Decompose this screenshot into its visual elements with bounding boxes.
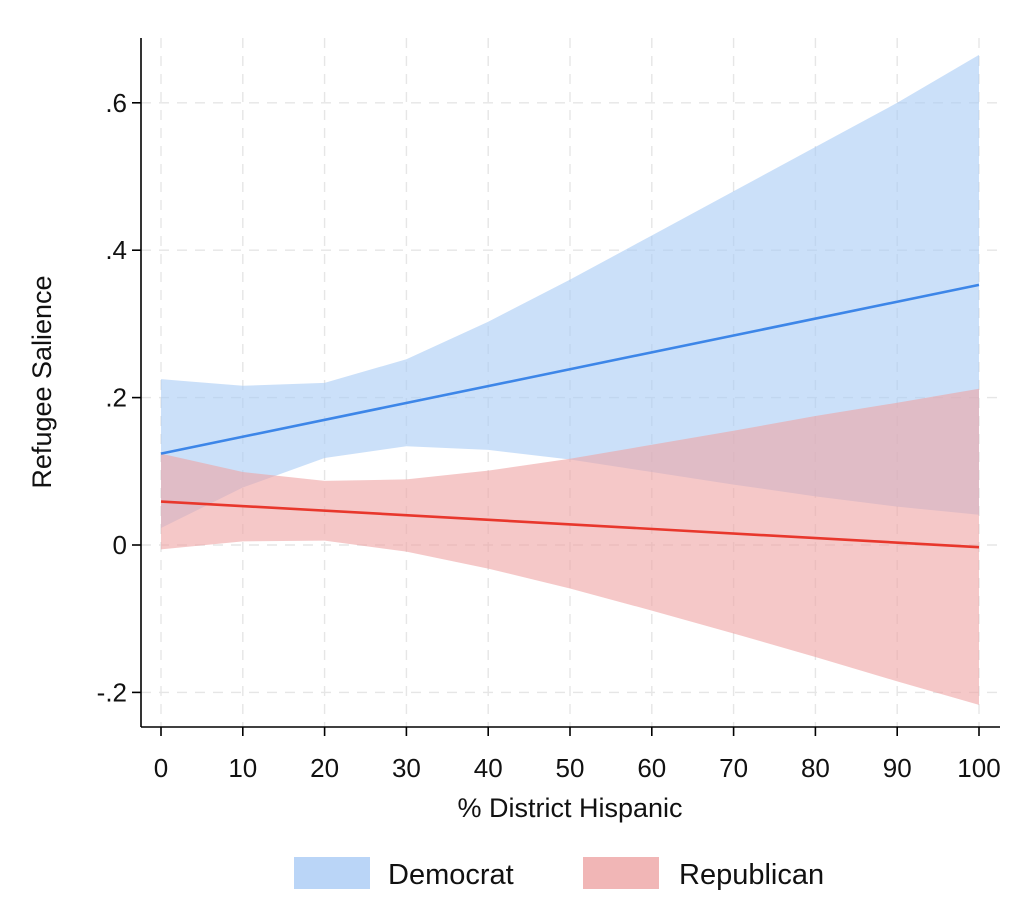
fit-line-republican	[160, 500, 980, 549]
x-axis-title: % District Hispanic	[457, 793, 682, 823]
x-tick-label: 40	[474, 753, 503, 783]
y-tick-label: -.2	[97, 677, 127, 707]
x-tick-label: 80	[801, 753, 830, 783]
x-tick-label: 90	[883, 753, 912, 783]
y-tick-label: .4	[105, 235, 127, 265]
x-tick-label: 30	[392, 753, 421, 783]
x-tick-label: 70	[719, 753, 748, 783]
confidence-bands	[161, 54, 979, 705]
legend-label: Democrat	[388, 859, 514, 891]
ci-band-democrat	[161, 54, 979, 529]
legend: Democrat Republican	[294, 857, 824, 891]
legend-swatch	[583, 857, 659, 889]
fit-line-democrat	[160, 283, 980, 455]
fitted-lines	[160, 283, 980, 549]
legend-swatch	[294, 857, 370, 889]
y-tick-label: .6	[105, 88, 127, 118]
x-tick-label: 60	[637, 753, 666, 783]
x-axis-ticks: 0 10 20 30 40 50 60 70 80 90 100	[154, 727, 1001, 783]
y-tick-label: 0	[113, 530, 127, 560]
x-tick-label: 20	[310, 753, 339, 783]
legend-item-republican: Republican	[583, 857, 824, 891]
y-axis-ticks: -.2 0 .2 .4 .6	[97, 88, 141, 707]
legend-label: Republican	[679, 859, 824, 891]
legend-item-democrat: Democrat	[294, 857, 514, 891]
x-tick-label: 100	[957, 753, 1000, 783]
y-tick-label: .2	[105, 383, 127, 413]
x-tick-label: 0	[154, 753, 168, 783]
x-tick-label: 50	[556, 753, 585, 783]
x-tick-label: 10	[228, 753, 257, 783]
y-axis-title: Refugee Salience	[27, 275, 57, 488]
ci-band-republican	[161, 388, 979, 705]
